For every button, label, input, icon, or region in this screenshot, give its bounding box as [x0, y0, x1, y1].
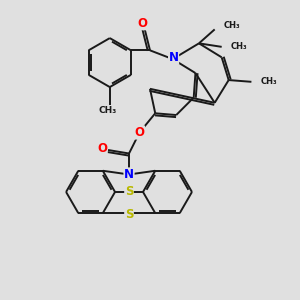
Text: N: N [169, 51, 178, 64]
Text: O: O [134, 126, 145, 139]
Text: O: O [137, 17, 147, 30]
Text: CH₃: CH₃ [260, 77, 277, 86]
Text: S: S [125, 185, 133, 199]
Text: O: O [97, 142, 107, 155]
Text: S: S [125, 208, 133, 221]
Text: N: N [124, 168, 134, 181]
Text: CH₃: CH₃ [230, 42, 247, 51]
Text: CH₃: CH₃ [224, 21, 240, 30]
Text: CH₃: CH₃ [99, 106, 117, 115]
